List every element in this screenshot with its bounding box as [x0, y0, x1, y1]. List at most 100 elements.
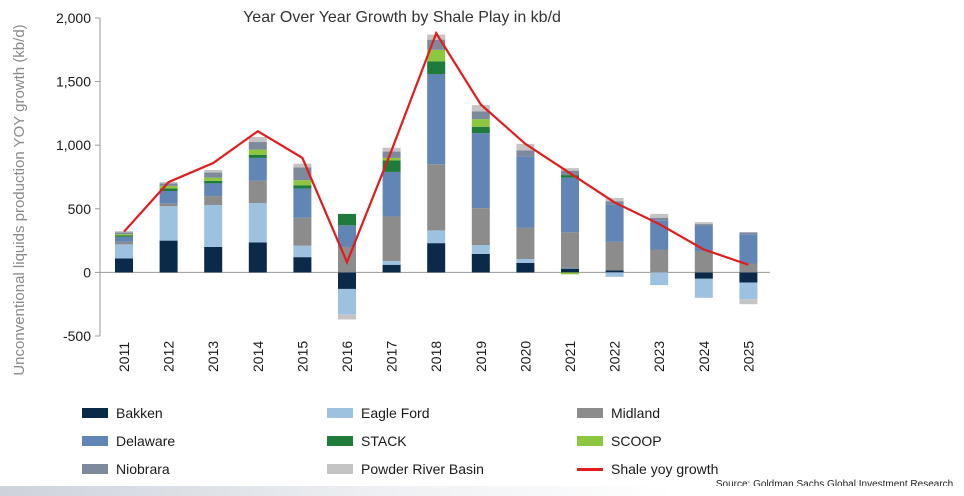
legend-swatch [82, 436, 108, 446]
bar-segment-midland [650, 249, 669, 273]
bar-segment-midland [605, 241, 624, 271]
bar-segment-scoop [293, 180, 312, 186]
bar-segment-midland [471, 208, 490, 246]
bar-segment-bakken [204, 246, 223, 273]
bar-segment-bakken [427, 243, 446, 273]
y-tick-label: 500 [68, 201, 92, 217]
bar-segment-stack [293, 185, 312, 189]
legend-label: SCOOP [611, 433, 662, 449]
bar-segment-scoop [159, 185, 178, 189]
chart-title: Year Over Year Growth by Shale Play in k… [243, 9, 561, 26]
bar-segment-midland [739, 263, 758, 273]
legend: Bakken Eagle Ford Midland Delaware STACK SCOO… [82, 404, 782, 484]
bar-segment-bakken [739, 272, 758, 283]
legend-swatch [327, 464, 353, 474]
bar-segment-delaware [204, 183, 223, 197]
bar-segment-eagle-ford [605, 272, 624, 277]
bar-segment-scoop [561, 272, 579, 275]
legend-label: Bakken [116, 405, 163, 421]
bar-segment-bakken [561, 268, 579, 273]
bar-segment-delaware [338, 225, 356, 247]
bar-segment-delaware [516, 156, 535, 228]
y-tick-label: 0 [83, 264, 91, 280]
bar-segment-stack [115, 235, 133, 237]
bar-segment-bakken [248, 242, 267, 273]
bar-segment-bakken [293, 257, 312, 273]
bar-segment-niobrara [115, 232, 133, 235]
legend-swatch [577, 467, 603, 471]
y-axis-label: Unconventional liquids production YOY gr… [11, 24, 28, 375]
legend-item: Eagle Ford [327, 404, 429, 422]
bar-segment-stack [427, 61, 446, 74]
bar-segment-scoop [248, 149, 267, 155]
legend-swatch [577, 436, 603, 446]
bar-segment-powder-river-basin [338, 314, 356, 320]
legend-label: Midland [611, 405, 661, 421]
bar-segment-midland [248, 180, 267, 204]
legend-item: Delaware [82, 432, 175, 450]
legend-swatch [577, 408, 603, 418]
bar-segment-powder-river-basin [516, 143, 535, 151]
bar-segment-powder-river-basin [293, 163, 312, 168]
legend-swatch [82, 464, 108, 474]
legend-item: STACK [327, 432, 407, 450]
bar-segment-stack [382, 160, 401, 172]
bar-segment-powder-river-basin [561, 168, 579, 171]
legend-swatch [327, 436, 353, 446]
bar-segment-bakken [694, 272, 713, 279]
bar-segment-delaware [159, 190, 178, 204]
bar-segment-stack [471, 126, 490, 134]
bar-segment-powder-river-basin [248, 136, 267, 143]
x-tick-label: 2025 [740, 341, 756, 372]
bar-segment-niobrara [516, 150, 535, 157]
bar-segment-eagle-ford [650, 272, 669, 286]
bar-segment-niobrara [471, 111, 490, 120]
bar-segment-niobrara [694, 224, 713, 226]
x-tick-label: 2015 [294, 341, 310, 372]
legend-item: Powder River Basin [327, 460, 484, 478]
y-tick-label: 1,500 [56, 74, 91, 90]
bar-segment-delaware [561, 177, 579, 233]
x-tick-label: 2013 [205, 341, 221, 372]
legend-item: SCOOP [577, 432, 662, 450]
x-tick-label: 2018 [428, 341, 444, 372]
bar-segment-eagle-ford [204, 204, 223, 247]
bar-segment-stack [561, 175, 579, 178]
legend-label: Delaware [116, 433, 176, 449]
bar-segment-bakken [338, 272, 356, 289]
bar-segment-powder-river-basin [605, 197, 624, 202]
bar-segment-delaware [293, 188, 312, 218]
bar-segment-powder-river-basin [694, 222, 713, 225]
bar-segment-eagle-ford [338, 288, 356, 315]
x-tick-label: 2023 [651, 341, 667, 372]
bar-segment-niobrara [382, 151, 401, 158]
bar-segment-niobrara [204, 172, 223, 178]
bar-segment-delaware [115, 236, 133, 242]
bar-segment-midland [115, 241, 133, 245]
bar-segment-powder-river-basin [471, 105, 490, 112]
x-tick-label: 2021 [562, 341, 578, 372]
bar-segment-midland [159, 203, 178, 207]
legend-label: Niobrara [116, 461, 170, 477]
bar-segment-midland [382, 216, 401, 261]
bar-segment-scoop [427, 49, 446, 62]
bar-segment-scoop [471, 119, 490, 127]
legend-item: Bakken [82, 404, 163, 422]
bar-segment-delaware [248, 157, 267, 181]
bar-segment-bakken [471, 253, 490, 273]
bar-segment-midland [293, 217, 312, 246]
bar-segment-stack [204, 180, 223, 184]
bar-segment-niobrara [739, 232, 758, 235]
bar-segment-bakken [115, 258, 133, 273]
legend-swatch [82, 408, 108, 418]
y-tick-label: 2,000 [56, 10, 91, 26]
bar-segment-eagle-ford [739, 282, 758, 300]
bar-segment-delaware [382, 171, 401, 217]
bar-segment-delaware [694, 225, 713, 252]
bar-segment-niobrara [159, 183, 178, 186]
bar-segment-delaware [605, 204, 624, 242]
x-tick-label: 2020 [517, 341, 533, 372]
bar-segment-powder-river-basin [204, 170, 223, 173]
bar-segment-stack [159, 188, 178, 191]
